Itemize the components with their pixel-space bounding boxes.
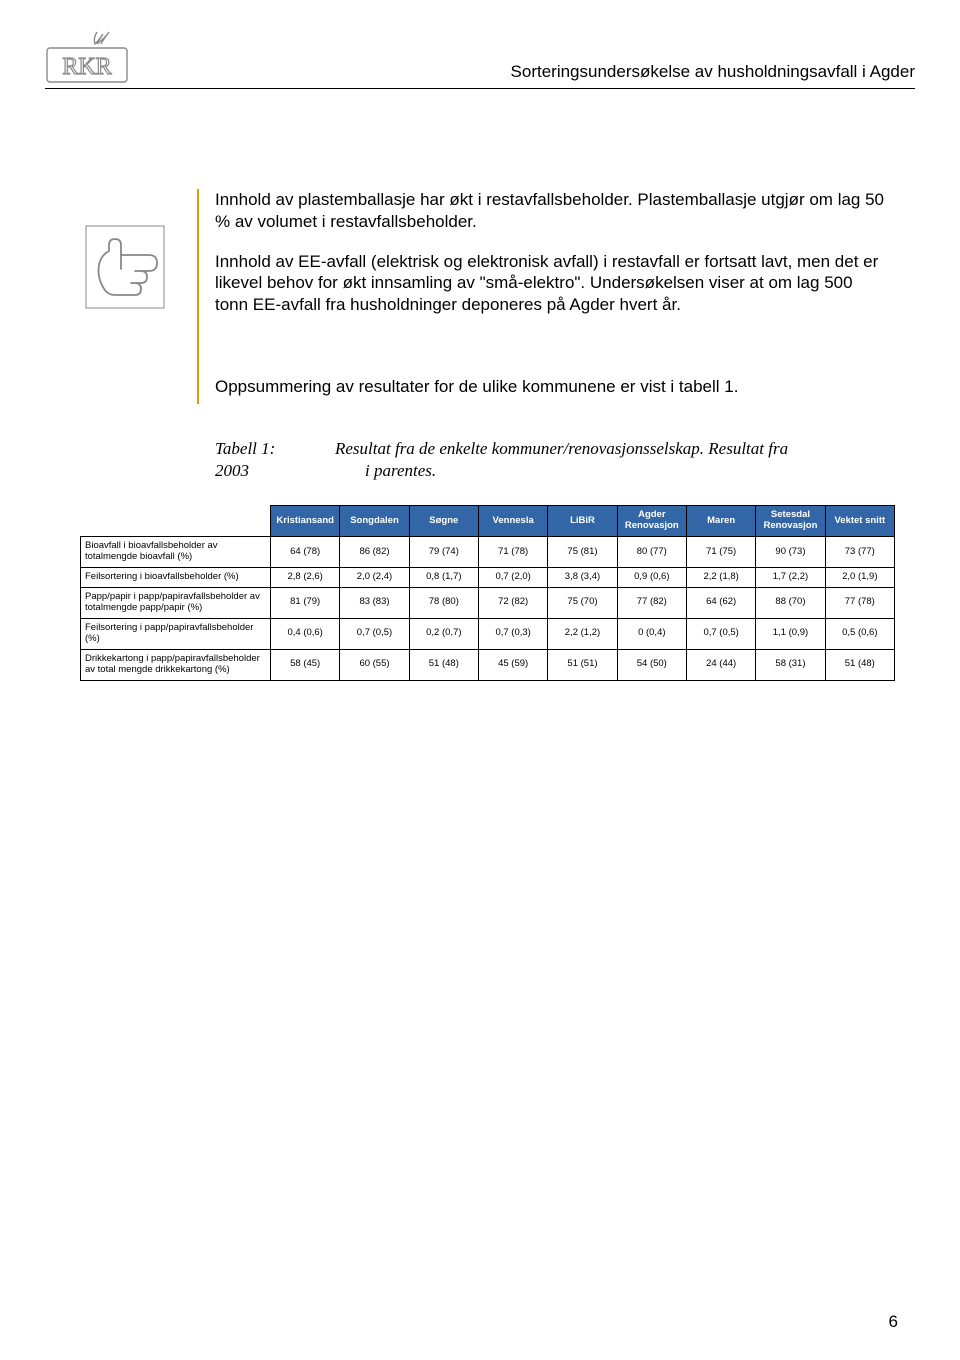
table-cell: 71 (75) — [686, 537, 755, 568]
table-cell: 75 (70) — [548, 587, 617, 618]
table-row: Drikkekartong i papp/papiravfallsbeholde… — [81, 649, 895, 680]
table-cell: 51 (48) — [825, 649, 894, 680]
table-cell: 2,0 (1,9) — [825, 568, 894, 588]
table-cell: 0,9 (0,6) — [617, 568, 686, 588]
row-label: Drikkekartong i papp/papiravfallsbeholde… — [81, 649, 271, 680]
table-cell: 1,1 (0,9) — [756, 618, 825, 649]
table-row: Bioavfall i bioavfallsbeholder av totalm… — [81, 537, 895, 568]
caption-body-1: Resultat fra de enkelte kommuner/renovas… — [335, 438, 885, 461]
logo-text: RKR — [62, 54, 111, 80]
results-table-wrap: KristiansandSongdalenSøgneVenneslaLiBiRA… — [80, 505, 895, 680]
table-cell: 45 (59) — [478, 649, 547, 680]
table-row: Feilsortering i papp/papiravfallsbeholde… — [81, 618, 895, 649]
table-cell: 0 (0,4) — [617, 618, 686, 649]
table-caption: Tabell 1: 2003 Resultat fra de enkelte k… — [215, 438, 885, 484]
col-header: Songdalen — [340, 506, 409, 537]
table-cell: 2,2 (1,8) — [686, 568, 755, 588]
results-table: KristiansandSongdalenSøgneVenneslaLiBiRA… — [80, 505, 895, 680]
table-cell: 0,5 (0,6) — [825, 618, 894, 649]
summary-line: Oppsummering av resultater for de ulike … — [215, 376, 885, 398]
table-cell: 0,8 (1,7) — [409, 568, 478, 588]
table-cell: 77 (82) — [617, 587, 686, 618]
caption-label-2: 2003 — [215, 460, 335, 483]
table-cell: 58 (45) — [271, 649, 340, 680]
col-header-blank — [81, 506, 271, 537]
table-row: Feilsortering i bioavfallsbeholder (%)2,… — [81, 568, 895, 588]
caption-body-2: i parentes. — [335, 460, 885, 483]
col-header: Maren — [686, 506, 755, 537]
table-body: Bioavfall i bioavfallsbeholder av totalm… — [81, 537, 895, 680]
row-label: Feilsortering i bioavfallsbeholder (%) — [81, 568, 271, 588]
table-cell: 2,2 (1,2) — [548, 618, 617, 649]
table-cell: 78 (80) — [409, 587, 478, 618]
table-cell: 81 (79) — [271, 587, 340, 618]
table-cell: 54 (50) — [617, 649, 686, 680]
page-header: RKR Sorteringsundersøkelse av husholdnin… — [45, 30, 915, 89]
header-title: Sorteringsundersøkelse av husholdningsav… — [149, 62, 915, 84]
table-cell: 72 (82) — [478, 587, 547, 618]
table-cell: 51 (48) — [409, 649, 478, 680]
caption-label-1: Tabell 1: — [215, 438, 335, 461]
table-cell: 83 (83) — [340, 587, 409, 618]
col-header: Agder Renovasjon — [617, 506, 686, 537]
col-header: Søgne — [409, 506, 478, 537]
table-cell: 0,7 (0,5) — [686, 618, 755, 649]
table-cell: 77 (78) — [825, 587, 894, 618]
table-cell: 75 (81) — [548, 537, 617, 568]
col-header: Setesdal Renovasjon — [756, 506, 825, 537]
table-cell: 79 (74) — [409, 537, 478, 568]
table-cell: 24 (44) — [686, 649, 755, 680]
col-header: LiBiR — [548, 506, 617, 537]
table-cell: 73 (77) — [825, 537, 894, 568]
paragraph-1: Innhold av plastemballasje har økt i res… — [215, 189, 885, 233]
rkr-logo: RKR — [45, 30, 129, 84]
table-cell: 64 (62) — [686, 587, 755, 618]
row-label: Papp/papir i papp/papiravfallsbeholder a… — [81, 587, 271, 618]
table-cell: 51 (51) — [548, 649, 617, 680]
table-cell: 0,7 (2,0) — [478, 568, 547, 588]
table-cell: 2,8 (2,6) — [271, 568, 340, 588]
table-cell: 0,7 (0,3) — [478, 618, 547, 649]
col-header: Vennesla — [478, 506, 547, 537]
table-cell: 2,0 (2,4) — [340, 568, 409, 588]
page-number: 6 — [889, 1312, 898, 1332]
content-block: Innhold av plastemballasje har økt i res… — [215, 189, 885, 483]
side-accent-bar — [197, 189, 199, 404]
table-cell: 71 (78) — [478, 537, 547, 568]
table-cell: 1,7 (2,2) — [756, 568, 825, 588]
table-cell: 60 (55) — [340, 649, 409, 680]
table-row: Papp/papir i papp/papiravfallsbeholder a… — [81, 587, 895, 618]
paragraph-2: Innhold av EE-avfall (elektrisk og elekt… — [215, 251, 885, 316]
table-cell: 0,7 (0,5) — [340, 618, 409, 649]
table-cell: 90 (73) — [756, 537, 825, 568]
pointing-hand-icon — [85, 225, 165, 309]
row-label: Feilsortering i papp/papiravfallsbeholde… — [81, 618, 271, 649]
table-cell: 58 (31) — [756, 649, 825, 680]
table-head: KristiansandSongdalenSøgneVenneslaLiBiRA… — [81, 506, 895, 537]
table-cell: 0,2 (0,7) — [409, 618, 478, 649]
table-cell: 88 (70) — [756, 587, 825, 618]
row-label: Bioavfall i bioavfallsbeholder av totalm… — [81, 537, 271, 568]
table-cell: 0,4 (0,6) — [271, 618, 340, 649]
col-header: Kristiansand — [271, 506, 340, 537]
table-cell: 3,8 (3,4) — [548, 568, 617, 588]
table-cell: 86 (82) — [340, 537, 409, 568]
table-cell: 80 (77) — [617, 537, 686, 568]
table-cell: 64 (78) — [271, 537, 340, 568]
col-header: Vektet snitt — [825, 506, 894, 537]
